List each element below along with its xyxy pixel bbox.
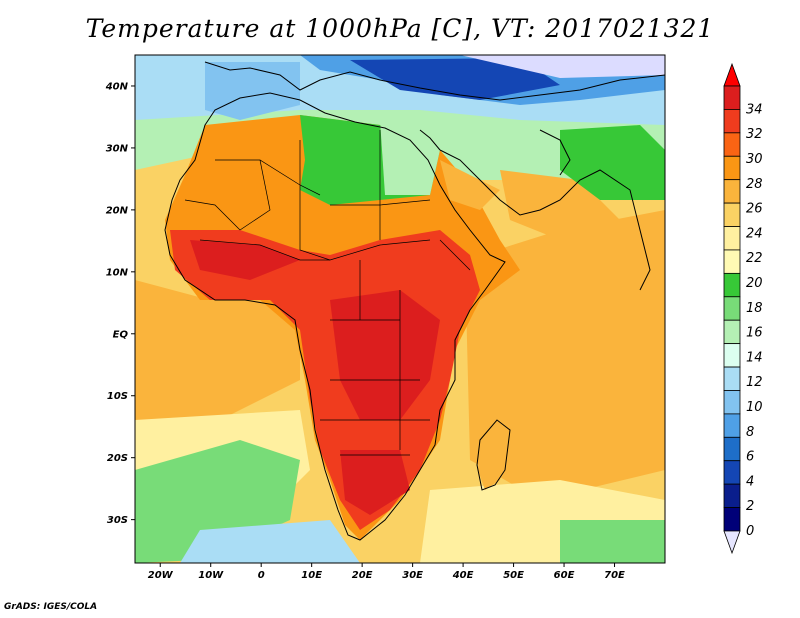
lat-tick-label: 10N [106, 267, 129, 278]
colorbar-swatch [723, 413, 741, 438]
lat-tick-label: 20N [106, 205, 129, 216]
colorbar-label: 32 [746, 127, 763, 142]
colorbar-swatch [723, 483, 741, 508]
colorbar-label: 24 [746, 226, 763, 241]
map-plot-area [135, 55, 665, 563]
colorbar-swatch [723, 507, 741, 532]
colorbar-label: 4 [746, 474, 754, 489]
colorbar-swatch [723, 296, 741, 321]
lon-tick-label: 20E [352, 570, 373, 581]
colorbar-swatch [723, 436, 741, 462]
coastlines [164, 61, 665, 541]
colorbar-label: 8 [746, 425, 754, 440]
colorbar-label: 2 [746, 499, 754, 514]
latitude-ticks: 40N 30N 20N 10N EQ 10S 20S 30S [105, 81, 135, 526]
lon-tick-label: 50E [503, 570, 524, 581]
country-borders [184, 130, 471, 456]
lat-tick-label: 30N [106, 143, 129, 154]
lon-tick-label: 10W [198, 570, 224, 581]
lon-tick-label: 70E [604, 570, 625, 581]
colorbar-swatch [723, 85, 741, 110]
lat-tick-label: 40N [105, 81, 129, 92]
lon-tick-label: 40E [452, 570, 474, 581]
colorbar-swatch [723, 319, 741, 345]
colorbar-swatch [723, 202, 741, 227]
colorbar-swatch [723, 366, 741, 391]
colorbar-swatch [723, 390, 741, 415]
plot-frame [134, 54, 666, 564]
colorbar-swatch [723, 460, 741, 485]
colorbar-high-triangle [723, 62, 741, 87]
credit-text: GrADS: IGES/COLA [4, 602, 98, 612]
colorbar-swatch [723, 155, 741, 181]
colorbar-label: 20 [746, 276, 763, 291]
colorbar-label: 14 [746, 350, 763, 365]
longitude-ticks: 20W 10W 0 10E 20E 30E 40E 50E 60E 70E [148, 563, 625, 581]
lon-tick-label: 30E [402, 570, 423, 581]
lat-tick-label: 30S [107, 515, 128, 526]
colorbar-swatch [723, 226, 741, 251]
colorbar-swatch [723, 272, 741, 298]
lon-tick-label: 60E [554, 570, 575, 581]
colorbar-label: 16 [746, 326, 763, 341]
colorbar-label: 6 [746, 450, 754, 465]
colorbar-swatch [723, 132, 741, 157]
map-title: Temperature at 1000hPa [C], VT: 20170213… [85, 14, 715, 43]
colorbar-swatch [723, 249, 741, 274]
lon-tick-label: 10E [301, 570, 322, 581]
colorbar-low-triangle [723, 530, 741, 555]
colorbar-label: 28 [746, 177, 763, 192]
lat-tick-label: 20S [107, 453, 128, 464]
colorbar-label: 26 [746, 202, 763, 217]
lon-tick-label: 0 [258, 570, 265, 581]
colorbar-label: 10 [746, 400, 763, 415]
lon-tick-label: 20W [148, 570, 174, 581]
colorbar-label: 22 [746, 251, 763, 266]
colorbar-swatch [723, 343, 741, 368]
lat-tick-label: EQ [113, 329, 129, 340]
colorbar-label: 12 [746, 375, 763, 390]
colorbar-label: 30 [746, 152, 763, 167]
lat-tick-label: 10S [107, 391, 128, 402]
colorbar-label: 0 [746, 524, 754, 539]
colorbar-label: 34 [746, 102, 763, 117]
colorbar-swatch [723, 109, 741, 134]
colorbar-swatch [723, 179, 741, 204]
colorbar-label: 18 [746, 301, 763, 316]
